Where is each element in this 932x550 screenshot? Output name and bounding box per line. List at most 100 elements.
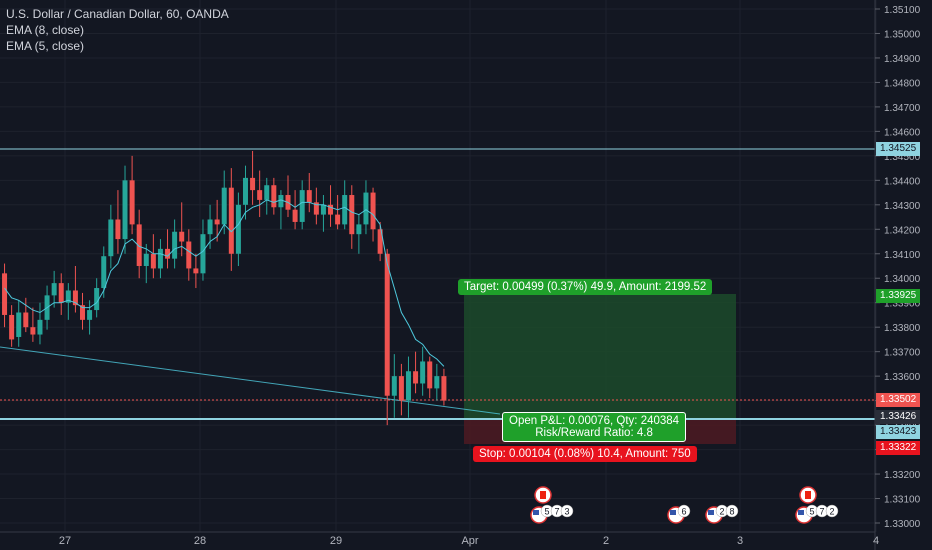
event-count: 6 xyxy=(681,507,686,517)
usa-flag-canton xyxy=(670,510,676,515)
entry-price-label: 1.33426 xyxy=(876,410,921,424)
candle-body xyxy=(101,256,107,289)
candle-body xyxy=(228,187,234,254)
candle-body xyxy=(441,376,447,401)
candle-body xyxy=(200,234,206,274)
price-tick-label: 1.33000 xyxy=(884,519,921,530)
support-price-label: 1.33423 xyxy=(876,425,921,439)
event-count: 5 xyxy=(809,507,814,517)
pnl-tooltip[interactable]: Open P&L: 0.00076, Qty: 240384 Risk/Rewa… xyxy=(502,412,687,442)
usa-flag-canton xyxy=(533,510,539,515)
candle-body xyxy=(257,190,263,200)
candle-body xyxy=(427,361,433,389)
usa-flag-canton xyxy=(798,510,804,515)
target-zone[interactable] xyxy=(464,294,736,419)
event-count: 5 xyxy=(544,507,549,517)
time-tick-label: 28 xyxy=(194,535,206,547)
event-count: 3 xyxy=(564,507,569,517)
event-count: 2 xyxy=(719,507,724,517)
event-marker[interactable]: 6 xyxy=(667,504,691,524)
time-tick-label: 29 xyxy=(330,535,342,547)
event-count: 2 xyxy=(829,507,834,517)
candle-body xyxy=(179,231,185,242)
candle-body xyxy=(413,371,419,384)
last-price-label: 1.33502 xyxy=(876,393,921,407)
candle-body xyxy=(377,229,383,254)
candles xyxy=(2,150,447,426)
event-count-badge[interactable] xyxy=(825,504,839,518)
candle-body xyxy=(172,231,178,259)
candle-body xyxy=(398,376,404,401)
ema8-label[interactable]: EMA (8, close) xyxy=(6,23,85,37)
candle-body xyxy=(150,253,156,269)
event-count-badge[interactable] xyxy=(560,504,574,518)
price-tick-label: 1.34700 xyxy=(884,103,921,114)
candle-body xyxy=(391,376,397,396)
time-tick-label: Apr xyxy=(461,535,478,547)
stop-tooltip[interactable]: Stop: 0.00104 (0.08%) 10.4, Amount: 750 xyxy=(473,446,697,462)
candle-body xyxy=(2,273,8,315)
candle-body xyxy=(434,376,440,389)
candle-body xyxy=(65,290,71,303)
candle-body xyxy=(420,361,426,384)
candle-body xyxy=(271,185,277,208)
candle-body xyxy=(306,190,312,203)
candle-body xyxy=(129,180,135,225)
maple-leaf-icon xyxy=(540,491,546,499)
ema5-label[interactable]: EMA (5, close) xyxy=(6,39,85,53)
candle-body xyxy=(122,180,128,240)
candle-body xyxy=(79,305,85,320)
symbol-title[interactable]: U.S. Dollar / Canadian Dollar, 60, OANDA xyxy=(6,7,229,21)
candle-body xyxy=(94,288,100,311)
open-pnl: Open P&L: 0.00076, Qty: 240384 xyxy=(509,415,680,427)
price-tick-label: 1.33700 xyxy=(884,348,921,359)
price-tick-label: 1.33600 xyxy=(884,372,921,383)
time-axis[interactable]: 27 28 29 Apr 2 3 4 xyxy=(59,535,879,547)
price-tick-label: 1.34000 xyxy=(884,274,921,285)
event-count-badge[interactable] xyxy=(725,504,739,518)
candle-body xyxy=(335,214,341,225)
maple-leaf-icon xyxy=(805,491,811,499)
time-tick-label: 3 xyxy=(737,535,743,547)
candle-body xyxy=(58,283,64,303)
price-tick-label: 1.34100 xyxy=(884,250,921,261)
event-count: 8 xyxy=(729,507,734,517)
candle-body xyxy=(72,290,78,306)
stop-price-label: 1.33322 xyxy=(876,441,921,455)
price-tick-label: 1.34500 xyxy=(884,152,921,163)
candle-body xyxy=(278,195,284,208)
candle-body xyxy=(328,204,334,215)
trendline[interactable] xyxy=(0,346,501,415)
price-tick-label: 1.35100 xyxy=(884,5,921,16)
price-tick-label: 1.34800 xyxy=(884,78,921,89)
time-tick-label: 27 xyxy=(59,535,71,547)
price-tick-label: 1.33100 xyxy=(884,495,921,506)
candle-body xyxy=(356,224,362,235)
price-tick-label: 1.35000 xyxy=(884,29,921,40)
candle-body xyxy=(23,312,29,328)
candle-body xyxy=(136,224,142,266)
candle-body xyxy=(143,253,149,266)
candle-body xyxy=(193,268,199,274)
candle-body xyxy=(51,283,57,296)
candle-body xyxy=(165,248,171,259)
candle-body xyxy=(214,219,220,225)
candle-body xyxy=(108,219,114,257)
time-tick-label: 4 xyxy=(873,535,879,547)
price-tick-label: 1.34300 xyxy=(884,201,921,212)
candle-body xyxy=(384,253,390,396)
candle-body xyxy=(221,187,227,225)
target-tooltip[interactable]: Target: 0.00499 (0.37%) 49.9, Amount: 21… xyxy=(458,279,713,295)
target-price-label: 1.33925 xyxy=(876,289,921,303)
candle-body xyxy=(370,192,376,230)
candle-body xyxy=(235,204,241,254)
price-tick-label: 1.33900 xyxy=(884,299,921,310)
candle-body xyxy=(250,177,256,191)
event-count-badge[interactable] xyxy=(677,504,691,518)
price-tick-label: 1.34600 xyxy=(884,127,921,138)
